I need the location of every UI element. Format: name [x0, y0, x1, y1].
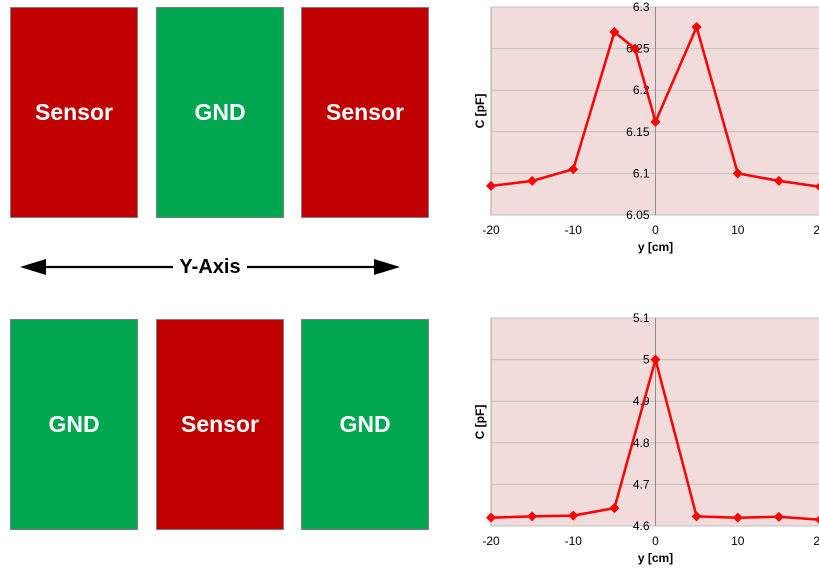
y-axis-title: C [pF]	[473, 94, 487, 129]
data-point	[691, 511, 702, 522]
electrode-bottom-3: GND	[301, 319, 429, 530]
y-tick-label: 6.3	[633, 0, 650, 14]
capacitance-chart-bottom: 4.6 4.7 4.8 4.9 5 5.1 -20 -10 0 10 20 y [cm] C [pF]	[473, 311, 819, 565]
data-point	[815, 182, 819, 191]
electrode-bottom-2: Sensor	[156, 319, 284, 530]
electrode-bottom-1: GND	[10, 319, 138, 530]
data-point	[486, 512, 496, 523]
x-tick-label: 20	[813, 534, 819, 548]
data-point	[609, 26, 620, 37]
electrode-top-2: GND	[156, 7, 284, 218]
electrode-label: GND	[339, 411, 391, 437]
capacitance-chart-top: 6.056.16.156.26.256.3-20-1001020y [cm]C …	[473, 0, 819, 254]
x-axis-title: y [cm]	[638, 240, 673, 254]
y-tick-label: 6.15	[626, 125, 650, 139]
data-point	[773, 175, 784, 186]
x-tick-label: -10	[565, 223, 583, 237]
y-tick-label: 4.6	[633, 519, 650, 533]
data-point	[629, 43, 640, 54]
x-tick-label: 20	[813, 223, 819, 237]
electrode-label: GND	[48, 411, 100, 437]
data-point	[732, 168, 743, 179]
y-tick-label: 4.7	[633, 477, 650, 491]
y-tick-label: 6.1	[633, 166, 650, 180]
data-point	[486, 180, 496, 191]
electrode-label: Sensor	[181, 411, 259, 437]
data-point	[773, 511, 784, 522]
y-tick-label: 4.8	[633, 436, 650, 450]
series-line	[490, 25, 819, 188]
x-tick-label: 0	[652, 223, 659, 237]
y-axis-label: Y-Axis	[173, 256, 247, 278]
data-point	[527, 511, 538, 522]
y-axis-title: C [pF]	[473, 405, 487, 440]
data-point	[568, 164, 579, 175]
x-axis-title: y [cm]	[638, 551, 673, 565]
x-tick-label: 10	[731, 534, 745, 548]
data-point	[527, 175, 538, 186]
electrode-top-1: Sensor	[10, 7, 138, 218]
y-tick-label: 5.1	[633, 311, 650, 325]
y-tick-label: 5	[643, 353, 650, 367]
data-point	[691, 21, 702, 32]
x-tick-label: 10	[731, 223, 745, 237]
electrode-top-3: Sensor	[301, 7, 429, 218]
data-point	[815, 515, 819, 524]
data-point	[732, 512, 743, 523]
x-tick-label: -20	[482, 534, 500, 548]
data-point	[609, 503, 620, 514]
data-point	[650, 354, 661, 365]
x-tick-label: 0	[652, 534, 659, 548]
x-tick-label: -10	[565, 534, 583, 548]
y-axis-indicator: Y-Axis	[18, 252, 402, 286]
y-tick-label: 4.9	[633, 394, 650, 408]
x-tick-label: -20	[482, 223, 500, 237]
data-point	[650, 116, 661, 127]
y-tick-label: 6.05	[626, 208, 650, 222]
electrode-label: Sensor	[35, 99, 113, 125]
electrode-label: Sensor	[326, 99, 404, 125]
electrode-label: GND	[194, 99, 246, 125]
